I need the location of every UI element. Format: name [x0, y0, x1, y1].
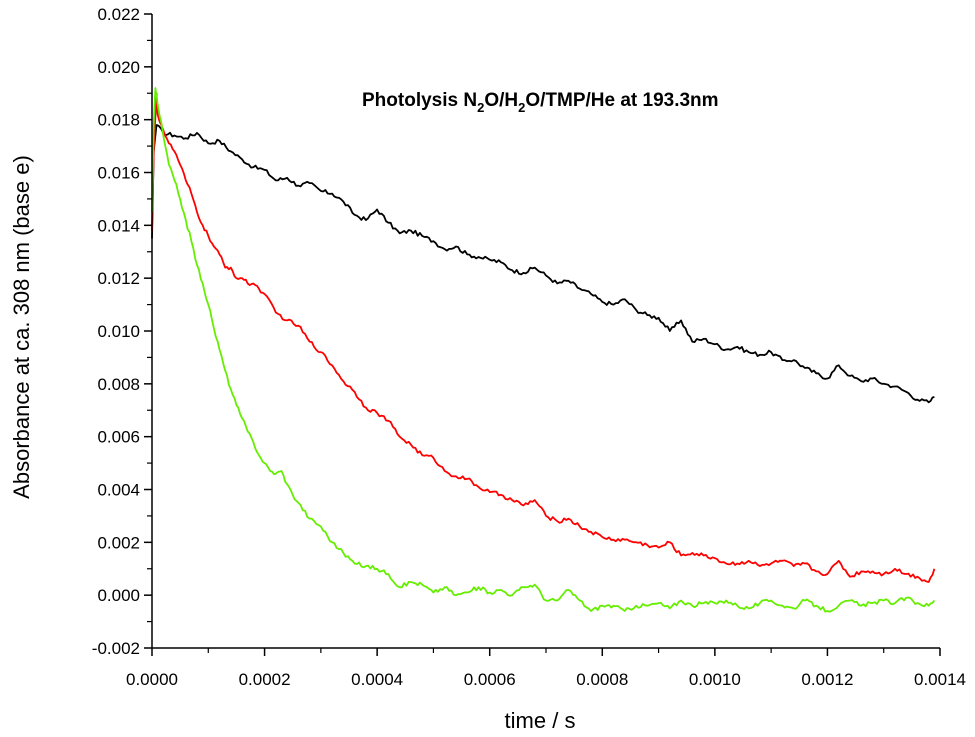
x-tick-label: 0.0006: [464, 670, 516, 689]
series-layer: [151, 87, 936, 613]
x-tick-label: 0.0000: [126, 670, 178, 689]
series-line-2: [151, 87, 936, 613]
title-part: 2: [518, 100, 525, 115]
y-tick-label: 0.014: [97, 216, 140, 235]
title-part: O/TMP/He at 193.3nm: [525, 90, 718, 111]
y-tick-label: 0.008: [97, 375, 140, 394]
x-tick-label: 0.0010: [689, 670, 741, 689]
y-tick-label: 0.010: [97, 322, 140, 341]
y-tick-label: 0.012: [97, 269, 140, 288]
x-tick-label: 0.0014: [914, 670, 966, 689]
chart-title: Photolysis N2O/H2O/TMP/He at 193.3nm: [362, 90, 719, 115]
y-axis-title: Absorbance at ca. 308 nm (base e): [9, 155, 34, 499]
y-tick-label: -0.002: [92, 639, 140, 658]
y-tick-label: 0.016: [97, 164, 140, 183]
title-part: 2: [477, 100, 484, 115]
y-tick-label: 0.000: [97, 586, 140, 605]
y-tick-label: 0.004: [97, 481, 140, 500]
x-tick-label: 0.0002: [239, 670, 291, 689]
title-part: Photolysis N: [362, 90, 477, 111]
series-line-1: [151, 92, 936, 583]
x-tick-label: 0.0008: [576, 670, 628, 689]
x-tick-label: 0.0004: [351, 670, 403, 689]
title-part: O/H: [484, 90, 518, 111]
y-tick-label: 0.022: [97, 5, 140, 24]
y-tick-label: 0.020: [97, 58, 140, 77]
y-tick-label: 0.006: [97, 428, 140, 447]
x-tick-label: 0.0012: [801, 670, 853, 689]
y-tick-label: 0.018: [97, 111, 140, 130]
series-line-0: [151, 124, 935, 404]
y-tick-label: 0.002: [97, 533, 140, 552]
ticks-layer: 0.0000 0.0002 0.0004 0.0006 0.0008 0.0010 0.00…: [92, 5, 966, 689]
x-axis-title: time / s: [505, 708, 576, 733]
